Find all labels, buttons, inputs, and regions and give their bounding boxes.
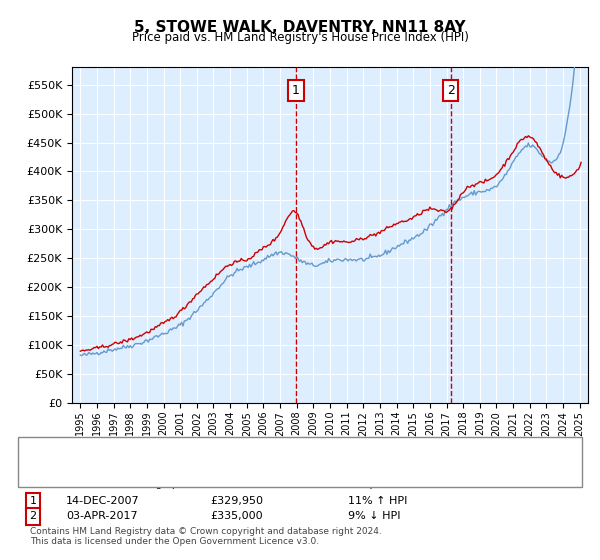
Text: Price paid vs. HM Land Registry's House Price Index (HPI): Price paid vs. HM Land Registry's House … <box>131 31 469 44</box>
Text: Contains HM Land Registry data © Crown copyright and database right 2024.
This d: Contains HM Land Registry data © Crown c… <box>30 526 382 546</box>
Text: 5, STOWE WALK, DAVENTRY, NN11 8AY: 5, STOWE WALK, DAVENTRY, NN11 8AY <box>134 20 466 35</box>
Text: ─────: ───── <box>48 458 86 472</box>
Text: 1: 1 <box>292 84 300 97</box>
Text: 2: 2 <box>447 84 455 97</box>
Text: ─────: ───── <box>48 478 86 491</box>
Text: 14-DEC-2007: 14-DEC-2007 <box>66 496 140 506</box>
Text: 11% ↑ HPI: 11% ↑ HPI <box>348 496 407 506</box>
Text: 5, STOWE WALK, DAVENTRY, NN11 8AY (detached house): 5, STOWE WALK, DAVENTRY, NN11 8AY (detac… <box>102 460 400 470</box>
Text: HPI: Average price, detached house, West Northamptonshire: HPI: Average price, detached house, West… <box>102 479 419 489</box>
Text: 03-APR-2017: 03-APR-2017 <box>66 511 137 521</box>
Text: £335,000: £335,000 <box>210 511 263 521</box>
Text: 1: 1 <box>29 496 37 506</box>
Text: 9% ↓ HPI: 9% ↓ HPI <box>348 511 401 521</box>
Text: 2: 2 <box>29 511 37 521</box>
Text: £329,950: £329,950 <box>210 496 263 506</box>
